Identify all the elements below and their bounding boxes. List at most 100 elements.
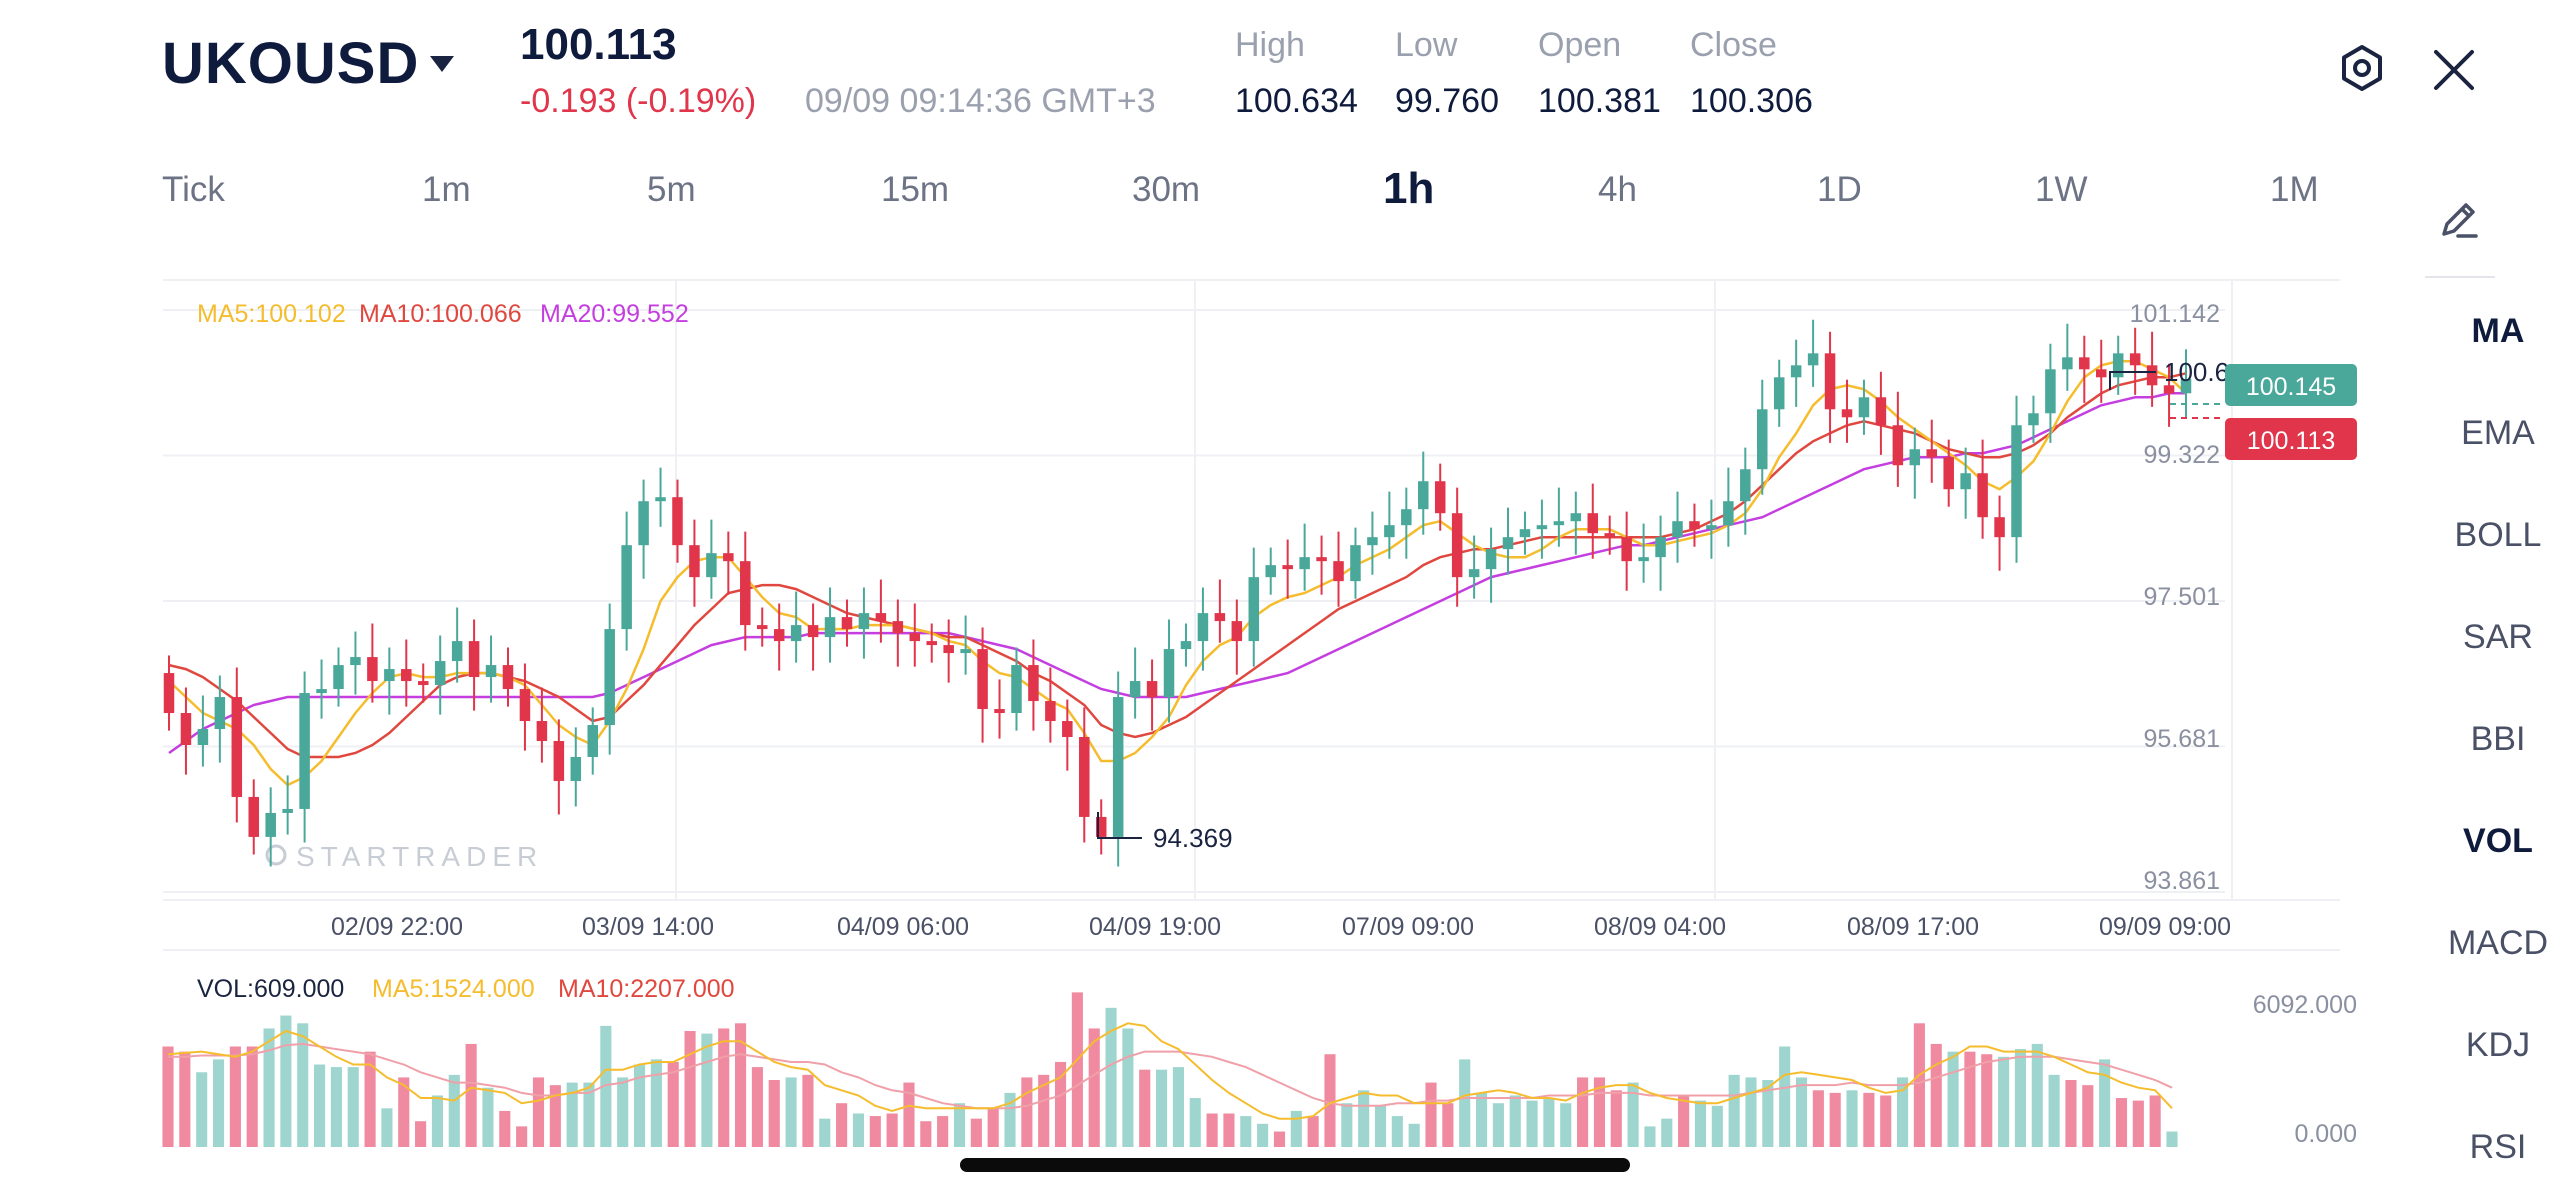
candle (909, 603, 921, 667)
volume-bar (987, 1108, 999, 1147)
volume-bar (2166, 1131, 2178, 1147)
volume-bar (1374, 1105, 1387, 1147)
sidebar-item-ema[interactable]: EMA (2461, 414, 2535, 452)
candle-body (299, 693, 310, 809)
sidebar-item-kdj[interactable]: KDJ (2465, 1026, 2531, 1064)
candle-body (1129, 681, 1141, 698)
candle (977, 627, 988, 743)
vol-y-tick-label: 6092.000 (2253, 991, 2357, 1019)
candle (723, 531, 734, 595)
candle-body (1723, 501, 1734, 526)
candle-body (1926, 449, 1938, 458)
candle (1943, 439, 1954, 507)
sidebar-item-ma[interactable]: MA (2471, 312, 2525, 350)
volume-bar (1661, 1118, 1673, 1147)
candle-body (655, 497, 666, 502)
candle (2062, 323, 2073, 391)
candle-body (502, 665, 514, 690)
volume-bar (633, 1064, 646, 1147)
hexagon-settings-icon[interactable] (2338, 44, 2386, 92)
volume-bar (1425, 1082, 1437, 1147)
candle-body (282, 808, 293, 813)
candle (1350, 527, 1361, 599)
candle-body (1434, 481, 1446, 514)
sidebar-item-bbi[interactable]: BBI (2470, 720, 2526, 758)
pencil-icon[interactable] (2436, 196, 2482, 242)
volume-bar (1913, 1023, 1925, 1147)
candle (1655, 515, 1666, 591)
volume-bar (1054, 1061, 1067, 1147)
candle (1875, 371, 1887, 455)
candle (282, 775, 293, 835)
volume-bar (2065, 1079, 2077, 1147)
timeframe-30m[interactable]: 30m (1132, 170, 1201, 209)
candle (1434, 463, 1446, 531)
volume-bar (415, 1121, 427, 1147)
candle (1401, 487, 1412, 559)
candle-body (316, 689, 327, 694)
volume-bar (1172, 1067, 1184, 1147)
candle-body (1384, 525, 1395, 538)
volume-bar (1004, 1092, 1016, 1147)
sidebar-item-vol[interactable]: VOL (2463, 822, 2533, 860)
timeframe-1m[interactable]: 1m (422, 170, 471, 209)
volume-bar (684, 1031, 696, 1147)
candle (1960, 447, 1971, 519)
volume-bar (2082, 1085, 2094, 1147)
timeframe-1mo[interactable]: 1M (2270, 170, 2319, 209)
volume-bar (1189, 1098, 1201, 1147)
volume-bar (1644, 1126, 1656, 1147)
candle (316, 659, 327, 719)
candle (740, 531, 751, 651)
candle (1994, 495, 2005, 571)
candle (2095, 339, 2107, 403)
volume-bar (465, 1043, 477, 1147)
candle-body (1418, 481, 1429, 510)
timeframe-4h[interactable]: 4h (1598, 170, 1637, 209)
timeframe-1h[interactable]: 1h (1383, 164, 1435, 213)
sidebar-item-sar[interactable]: SAR (2463, 618, 2533, 656)
volume-bar (1273, 1131, 1286, 1147)
timeframe-5m[interactable]: 5m (647, 170, 696, 209)
timeframe-1w[interactable]: 1W (2035, 170, 2088, 209)
timeframe-tick[interactable]: Tick (162, 170, 225, 209)
volume-bar (1711, 1105, 1723, 1147)
candle (248, 779, 260, 855)
volume-bar (1088, 1028, 1100, 1147)
volume-bar (1846, 1090, 1858, 1147)
volume-bar (718, 1028, 730, 1147)
symbol-name[interactable]: UKOUSD (162, 31, 420, 96)
candle-body (994, 709, 1005, 714)
candle (417, 663, 429, 703)
candle (163, 655, 175, 731)
volume-bar (1812, 1090, 1824, 1147)
symbol-dropdown-icon[interactable] (430, 56, 454, 72)
candle-body (841, 617, 853, 630)
candle-body (1790, 365, 1802, 378)
chart-canvas[interactable]: STARTRADER MA5:100.102 MA10:100.066 MA20… (0, 0, 2400, 1181)
timeframe-1d[interactable]: 1D (1817, 170, 1862, 209)
candle (841, 599, 853, 647)
stat-low-value: 99.760 (1395, 82, 1499, 120)
timeframe-15m[interactable]: 15m (881, 170, 950, 209)
candle (1045, 667, 1056, 743)
candle-body (1079, 737, 1090, 817)
volume-bar (1577, 1077, 1589, 1147)
sidebar-item-boll[interactable]: BOLL (2454, 516, 2542, 554)
candle-body (672, 497, 683, 546)
candle (265, 787, 276, 867)
candle-body (468, 641, 480, 678)
candle-body (604, 629, 615, 726)
volume-bar (937, 1116, 949, 1147)
sidebar-item-macd[interactable]: MACD (2447, 924, 2549, 962)
close-icon[interactable] (2432, 48, 2476, 92)
candle (1672, 491, 1683, 563)
candle-body (384, 669, 395, 682)
candle (1011, 647, 1022, 731)
candle (2045, 343, 2056, 443)
x-tick-label: 07/09 09:00 (1342, 913, 1474, 941)
sidebar-item-rsi[interactable]: RSI (2469, 1128, 2527, 1166)
volume-bar (1981, 1054, 1993, 1147)
candle (1858, 379, 1870, 435)
x-tick-label: 02/09 22:00 (331, 913, 463, 941)
